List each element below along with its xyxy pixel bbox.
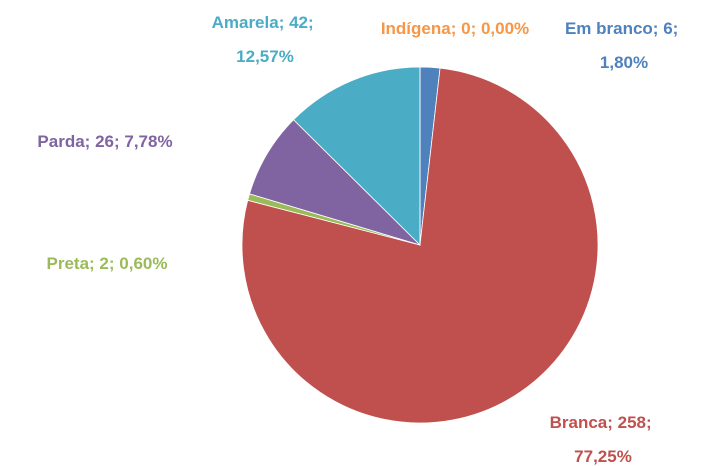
pie-slice [241, 67, 599, 424]
label-separator: ; [85, 132, 95, 151]
label-separator: ; [451, 19, 461, 38]
label-separator: ; [607, 413, 617, 432]
label-separator: ; [109, 254, 119, 273]
label-value: 258 [618, 413, 646, 432]
data-label: Indígena; 0; 0,00% [381, 19, 529, 38]
label-separator: ; [308, 13, 318, 32]
label-percent: 12,57% [236, 47, 294, 66]
label-name: Amarela [212, 13, 280, 32]
data-label: Preta; 2; 0,60% [47, 254, 168, 273]
label-value: 26 [95, 132, 114, 151]
pie-slice [292, 66, 421, 246]
label-separator: ; [114, 132, 124, 151]
label-value: 42 [289, 13, 308, 32]
label-percent: 0,60% [119, 254, 167, 273]
label-name: Preta [47, 254, 90, 273]
label-value: 2 [99, 254, 108, 273]
label-percent: 1,80% [600, 53, 648, 72]
label-separator: ; [673, 19, 683, 38]
label-percent: 7,78% [124, 132, 172, 151]
label-separator: ; [89, 254, 99, 273]
data-label: Branca; 258; 77,25% [550, 413, 657, 466]
label-name: Branca [550, 413, 608, 432]
label-separator: ; [279, 13, 289, 32]
data-label: Em branco; 6; 1,80% [565, 19, 683, 72]
label-separator: ; [471, 19, 481, 38]
label-separator: ; [653, 19, 663, 38]
data-label: Amarela; 42; 12,57% [212, 13, 319, 66]
label-name: Parda [37, 132, 85, 151]
label-name: Indígena [381, 19, 451, 38]
label-percent: 77,25% [574, 447, 632, 466]
label-value: 6 [663, 19, 672, 38]
label-separator: ; [646, 413, 656, 432]
label-value: 0 [461, 19, 470, 38]
label-percent: 0,00% [481, 19, 529, 38]
data-label: Parda; 26; 7,78% [37, 132, 172, 151]
label-name: Em branco [565, 19, 653, 38]
